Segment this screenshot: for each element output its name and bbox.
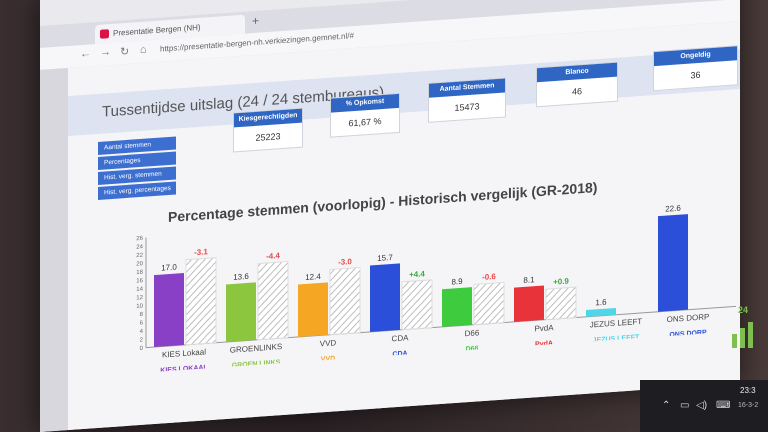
y-tick-label: 26 (136, 236, 143, 243)
party-logo: KIES LOKAAL (160, 364, 208, 374)
y-tick-label: 16 (136, 278, 143, 285)
y-tick-label: 18 (136, 270, 143, 277)
change-label: +4.4 (409, 269, 425, 279)
category-label: D66 (465, 328, 480, 338)
category-label: PvdA (534, 323, 554, 333)
favicon-icon (100, 29, 109, 39)
back-icon[interactable]: ← (80, 47, 91, 61)
volume-icon[interactable]: ◁) (696, 400, 708, 411)
bar (658, 214, 688, 312)
value-label: 22.6 (665, 204, 681, 214)
new-tab-icon[interactable]: + (252, 13, 260, 29)
y-tick-label: 14 (136, 287, 143, 294)
card-value: 15473 (454, 101, 480, 114)
change-label: -4.4 (266, 251, 280, 261)
bar (442, 287, 472, 327)
home-icon[interactable]: ⌂ (140, 43, 147, 57)
y-tick-label: 20 (136, 261, 143, 268)
left-edge (40, 68, 68, 432)
forward-icon[interactable]: → (100, 46, 111, 59)
reload-icon[interactable]: ↻ (120, 45, 130, 59)
results-page: Tussentijdse uitslag (24 / 24 stembureau… (68, 21, 740, 431)
card-value: 46 (571, 86, 582, 97)
party-logo: PvdA (535, 340, 553, 348)
bar (298, 282, 328, 337)
change-label: -0.6 (482, 272, 496, 282)
card-label: Ongeldig (654, 46, 737, 67)
network-icon[interactable]: ▭ (680, 400, 690, 411)
card-opkomst: % Opkomst 61,67 % (330, 92, 400, 138)
hist-bar (401, 279, 433, 331)
value-label: 15.7 (377, 253, 393, 263)
change-label: -3.1 (194, 247, 208, 257)
card-label: Blanco (537, 62, 617, 83)
value-label: 12.4 (305, 272, 321, 282)
change-label: +0.9 (553, 277, 569, 287)
y-tick-label: 12 (136, 295, 143, 302)
bar (586, 307, 616, 317)
card-label: Kiesgerechtigden (234, 108, 302, 128)
y-tick-label: 10 (136, 303, 143, 310)
hist-bar (257, 260, 289, 341)
y-tick-label: 22 (136, 253, 143, 260)
party-logo: CDA (392, 350, 407, 358)
taskbar: ⌃ ▭ ◁) ⌨ 23:3 16-3-2 (640, 380, 768, 432)
card-ongeldig: Ongeldig 36 (653, 45, 738, 92)
y-tick-label: 0 (140, 346, 144, 352)
party-logo: ONS DORP (669, 329, 707, 339)
card-label: Aantal Stemmen (429, 78, 505, 98)
bar (154, 273, 184, 348)
bar (514, 285, 544, 322)
category-label: ONS DORP (667, 312, 710, 324)
tab-title: Presentatie Bergen (NH) (113, 22, 201, 38)
keyboard-icon[interactable]: ⌨ (716, 400, 731, 411)
clock-time: 23:3 (740, 386, 756, 395)
category-label: KIES Lokaal (162, 347, 206, 359)
value-label: 8.1 (523, 275, 535, 285)
category-label: GROENLINKS (230, 342, 282, 355)
party-logo: GROEN LINKS (232, 359, 281, 369)
y-tick-label: 24 (136, 244, 143, 251)
category-label: CDA (392, 333, 410, 343)
change-label: -3.0 (338, 257, 352, 267)
card-aantal-stemmen: Aantal Stemmen 15473 (428, 77, 506, 123)
party-logo: JEZUS LEEFT (593, 334, 640, 344)
y-tick-label: 2 (140, 337, 144, 343)
y-tick-label: 4 (140, 329, 144, 335)
category-label: VVD (320, 338, 337, 348)
projector-screen: Presentatie Bergen (NH) + ← → ↻ ⌂ https:… (40, 0, 740, 432)
value-label: 13.6 (233, 272, 249, 282)
y-tick-label: 6 (140, 320, 144, 326)
party-logo: VVD (321, 355, 335, 363)
hist-bar (329, 266, 361, 336)
card-blanco: Blanco 46 (536, 61, 618, 108)
clock-date: 16-3-2 (738, 402, 759, 409)
party-logo: D66 (466, 345, 479, 353)
hist-bar (473, 281, 505, 326)
card-value: 61,67 % (348, 116, 382, 129)
y-tick-label: 8 (140, 312, 144, 318)
card-label: % Opkomst (331, 93, 399, 113)
value-label: 8.9 (451, 277, 463, 287)
bar (370, 263, 400, 332)
value-label: 17.0 (161, 262, 177, 272)
hist-bar (545, 286, 577, 321)
bar (226, 282, 256, 342)
hist-bar (185, 257, 217, 346)
side-mini-chart-icon (732, 322, 753, 348)
chevron-up-icon[interactable]: ⌃ (662, 400, 671, 411)
value-label: 1.6 (595, 298, 607, 308)
side-number: 24 (738, 305, 749, 315)
card-value: 36 (690, 69, 701, 81)
category-label: JEZUS LEEFT (590, 317, 643, 330)
